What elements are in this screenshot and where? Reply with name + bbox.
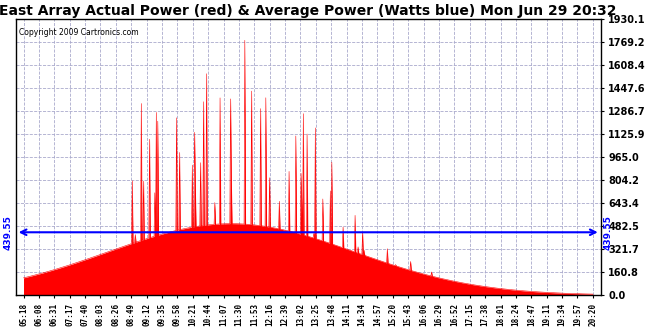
Text: 439.55: 439.55 xyxy=(604,215,613,250)
Title: East Array Actual Power (red) & Average Power (Watts blue) Mon Jun 29 20:32: East Array Actual Power (red) & Average … xyxy=(0,4,617,18)
Text: 439.55: 439.55 xyxy=(4,215,13,250)
Text: Copyright 2009 Cartronics.com: Copyright 2009 Cartronics.com xyxy=(19,28,138,37)
